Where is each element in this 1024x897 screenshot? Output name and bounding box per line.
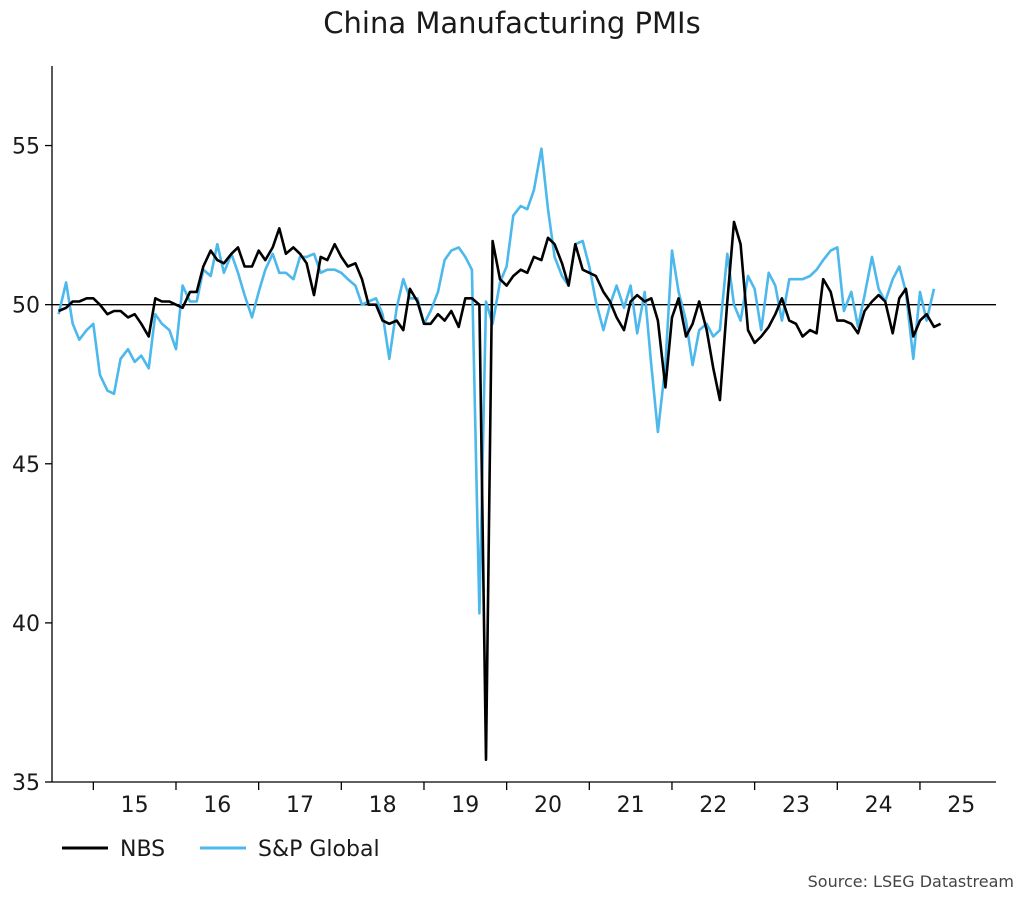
source-note: Source: LSEG Datastream: [807, 872, 1014, 891]
y-tick-label: 45: [12, 453, 40, 478]
axes: 35 40 45 50 55 15 16 17 18 19 20 21 22 23 24 25: [12, 66, 996, 818]
y-tick-label: 40: [12, 612, 40, 637]
x-tick-label: 21: [617, 793, 645, 818]
x-tick-label: 19: [451, 793, 479, 818]
chart-title: China Manufacturing PMIs: [323, 6, 701, 40]
legend-label-nbs: NBS: [120, 837, 165, 862]
series-lines: [57, 147, 942, 761]
series-line-nbs: [58, 220, 942, 761]
y-tick-label: 50: [12, 294, 40, 319]
series-line-s-p-global: [57, 147, 936, 615]
x-tick-label: 25: [947, 793, 975, 818]
x-tick-label: 20: [534, 793, 562, 818]
x-tick-label: 17: [286, 793, 314, 818]
x-tick-label: 15: [121, 793, 149, 818]
x-tick-label: 23: [782, 793, 810, 818]
x-tick-label: 24: [865, 793, 893, 818]
x-tick-label: 22: [699, 793, 727, 818]
legend: NBS S&P Global: [62, 837, 380, 862]
legend-label-s-p-global: S&P Global: [258, 837, 380, 862]
y-tick-label: 55: [12, 135, 40, 160]
y-tick-label: 35: [12, 771, 40, 796]
x-tick-label: 18: [369, 793, 397, 818]
x-tick-label: 16: [203, 793, 231, 818]
